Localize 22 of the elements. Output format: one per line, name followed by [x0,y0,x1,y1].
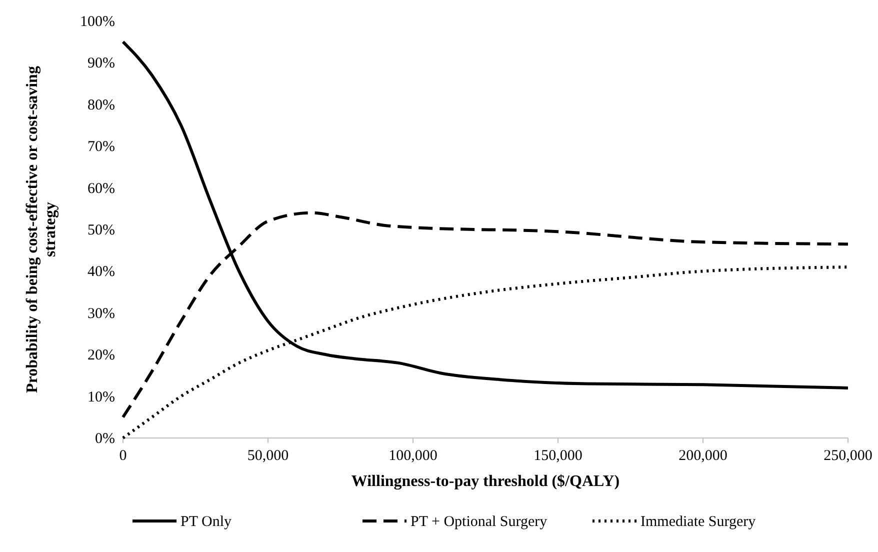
legend-label: PT + Optional Surgery [410,514,548,530]
y-tick-label: 0% [95,431,115,447]
y-tick-label: 80% [88,97,115,114]
y-tick-label: 40% [88,264,115,280]
y-axis-title: Probability of being cost-effective or cost-saving strategy [24,66,59,393]
y-tick-label: 50% [88,222,115,238]
x-tick-label: 100,000 [388,448,438,464]
x-tick-label: 150,000 [534,448,582,464]
y-tick-label: 90% [88,56,115,72]
legend-label: Immediate Surgery [640,514,756,530]
y-tick-label: 70% [88,139,115,156]
y-tick-label: 30% [88,306,115,322]
y-tick-label: 100% [80,14,115,30]
x-axis-title: Willingness-to-pay threshold ($/QALY) [351,473,620,490]
x-tick-label: 250,000 [824,448,872,464]
x-tick-label: 0 [119,448,127,464]
y-tick-label: 60% [88,180,115,197]
x-tick-label: 50,000 [247,448,289,464]
y-tick-label: 10% [88,389,115,406]
legend-label: PT Only [180,514,232,530]
y-tick-label: 20% [88,348,115,364]
x-tick-label: 200,000 [678,448,728,464]
